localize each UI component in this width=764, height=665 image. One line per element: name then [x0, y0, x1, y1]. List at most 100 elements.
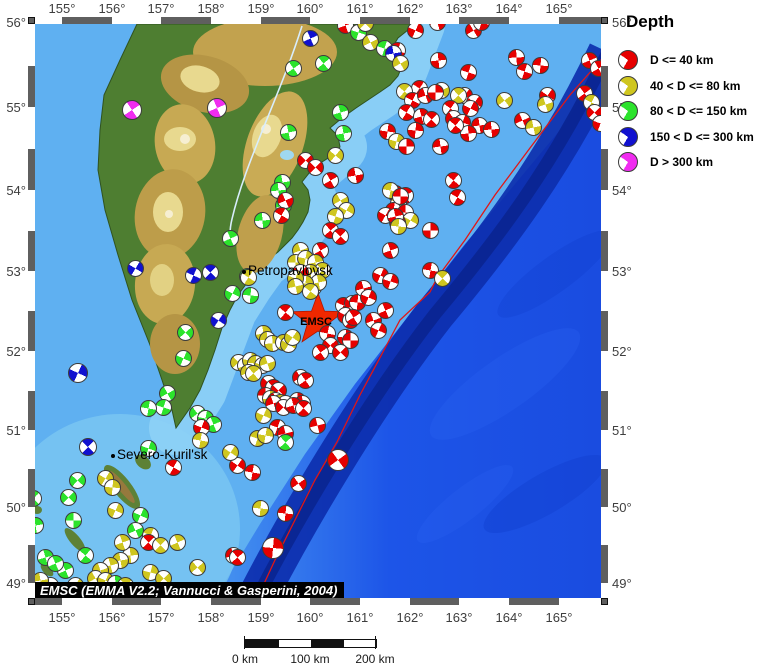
- axis-label-top: 159°: [247, 1, 275, 16]
- beachball: [106, 501, 124, 519]
- beachball: [321, 171, 339, 189]
- frame-band-bottom: [35, 598, 601, 605]
- frame-checker-segment: [211, 598, 261, 605]
- legend-beachball-icon: [618, 126, 638, 147]
- scale-bar-end-tick: [244, 636, 245, 649]
- beachball: [406, 24, 424, 39]
- frame-checker-segment: [35, 17, 62, 24]
- scale-bar-label: 100 km: [290, 652, 330, 665]
- axis-label-left: 56°: [6, 15, 26, 30]
- beachball: [258, 354, 276, 372]
- frame-checker-segment: [601, 391, 608, 430]
- beachball: [131, 506, 149, 524]
- legend-entry-label: 150 < D <= 300 km: [650, 129, 754, 144]
- beachball: [284, 59, 302, 77]
- beachball: [359, 288, 377, 306]
- map-scale-bar: [245, 639, 377, 648]
- beachball: [126, 521, 144, 539]
- beachball: [251, 499, 269, 517]
- frame-checker-segment: [459, 598, 509, 605]
- beachball: [76, 546, 94, 564]
- beachball: [448, 188, 466, 206]
- frame-checker-segment: [161, 598, 211, 605]
- beachball: [59, 488, 77, 506]
- city-label: Severo-Kuril'sk: [117, 447, 208, 462]
- beachball: [591, 114, 601, 132]
- beachball: [188, 558, 206, 576]
- frame-checker-segment: [28, 149, 35, 190]
- frame-checker-segment: [559, 17, 601, 24]
- beachball: [286, 277, 304, 295]
- beachball: [391, 54, 409, 72]
- beachball: [482, 120, 500, 138]
- legend-beachball-icon: [618, 101, 638, 121]
- frame-checker-segment: [601, 545, 608, 583]
- beachball: [164, 458, 182, 476]
- beachball: [426, 83, 444, 101]
- axis-label-top: 157°: [147, 1, 175, 16]
- beachball: [201, 263, 219, 281]
- beachball: [241, 286, 259, 304]
- frame-checker-segment: [112, 17, 161, 24]
- scale-bar-label: 0 km: [231, 652, 259, 665]
- beachball: [256, 426, 274, 444]
- beachball: [122, 100, 142, 120]
- beachball: [308, 416, 326, 434]
- beachball: [346, 166, 364, 184]
- beachball: [381, 272, 399, 290]
- scale-bar-segment: [311, 640, 344, 647]
- frame-checker-segment: [601, 190, 608, 231]
- frame-corner: [601, 598, 608, 605]
- city-label: Petropavlovsk: [248, 263, 333, 278]
- axis-label-right: 51°: [612, 423, 632, 438]
- beachball: [449, 86, 467, 104]
- axis-label-right: 49°: [612, 576, 632, 591]
- legend-entry: 150 < D <= 300 km: [615, 126, 764, 147]
- axis-label-bottom: 156°: [98, 610, 126, 625]
- beachball: [536, 95, 554, 113]
- axis-label-bottom: 160°: [296, 610, 324, 625]
- beachball: [103, 478, 121, 496]
- beachball: [151, 536, 169, 554]
- beachball: [461, 99, 479, 117]
- beachball: [68, 363, 88, 383]
- beachball: [397, 103, 415, 121]
- frame-corner: [28, 17, 35, 24]
- axis-label-left: 54°: [6, 183, 26, 198]
- beachball: [154, 398, 172, 416]
- beachball: [221, 443, 239, 461]
- frame-checker-segment: [601, 583, 608, 598]
- map-canvas: Petropavlovsk Severo-Kuril'sk EMSC EMSC (…: [35, 24, 601, 598]
- beachball: [174, 349, 192, 367]
- frame-checker-segment: [161, 17, 211, 24]
- legend-beachball-icon: [618, 152, 638, 172]
- frame-checker-segment: [28, 430, 35, 469]
- axis-label-bottom: 161°: [346, 610, 374, 625]
- axis-label-right: 56°: [612, 15, 632, 30]
- beachball: [243, 463, 261, 481]
- axis-label-left: 53°: [6, 264, 26, 279]
- beachball: [113, 533, 131, 551]
- axis-label-bottom: 157°: [147, 610, 175, 625]
- beachball: [369, 321, 387, 339]
- beachball: [327, 449, 349, 471]
- beachball: [331, 227, 349, 245]
- beachball: [126, 259, 144, 277]
- frame-checker-segment: [310, 598, 360, 605]
- axis-label-top: 158°: [197, 1, 225, 16]
- frame-checker-segment: [509, 598, 559, 605]
- axis-label-bottom: 164°: [495, 610, 523, 625]
- frame-checker-segment: [261, 598, 310, 605]
- axis-label-left: 52°: [6, 344, 26, 359]
- legend-entry: D > 300 km: [615, 152, 764, 172]
- beachball: [459, 63, 477, 81]
- beachball: [207, 98, 227, 118]
- axis-label-top: 155°: [48, 1, 76, 16]
- beachball: [283, 328, 301, 346]
- beachball: [253, 211, 271, 229]
- beachball: [64, 511, 82, 529]
- beachball: [381, 241, 399, 259]
- beachball: [289, 474, 307, 492]
- axis-label-bottom: 159°: [247, 610, 275, 625]
